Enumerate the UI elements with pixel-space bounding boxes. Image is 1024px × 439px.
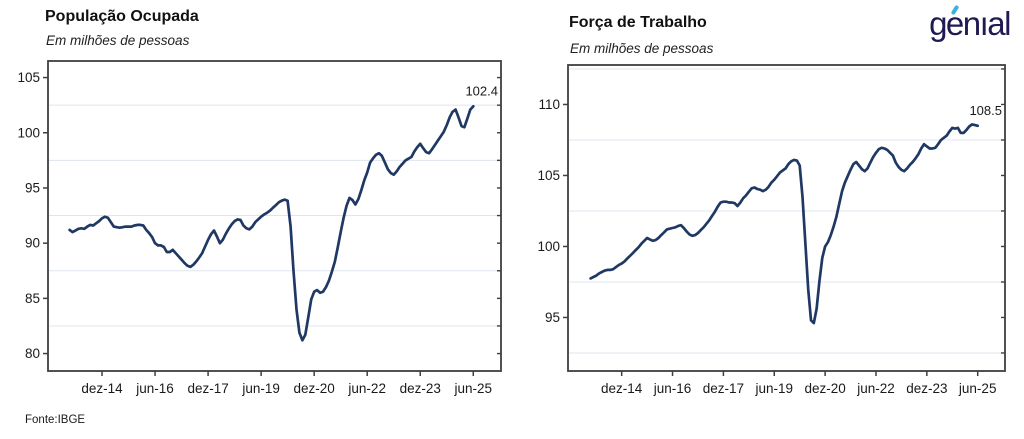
x-axis-label: jun-22 [856, 381, 895, 396]
x-axis-label: dez-20 [804, 381, 845, 396]
plot-frame [47, 60, 502, 372]
x-axis-label: jun-16 [135, 381, 174, 396]
x-axis-label: dez-23 [906, 381, 947, 396]
series-end-label: 108.5 [969, 103, 1002, 118]
chart-subtitle-forca-de-trabalho: Em milhões de pessoas [570, 41, 714, 56]
plot-frame [567, 64, 1006, 372]
y-axis-label: 80 [25, 346, 40, 361]
y-axis-label: 90 [25, 236, 40, 251]
x-axis-label: dez-20 [294, 381, 335, 396]
chart-title-populacao-ocupada: População Ocupada [45, 8, 199, 25]
y-axis-label: 105 [537, 168, 560, 183]
genial-logo-text: genıal [929, 4, 1011, 42]
y-axis-label: 85 [25, 291, 40, 306]
x-axis-label: dez-17 [187, 381, 228, 396]
series-end-label: 102.4 [465, 83, 498, 98]
y-axis-label: 100 [17, 125, 40, 140]
x-axis-label: jun-19 [241, 381, 280, 396]
y-axis-label: 100 [537, 239, 560, 254]
footer-source: Fonte:IBGE [25, 414, 86, 426]
y-axis-label: 110 [538, 97, 560, 112]
x-axis-label: dez-17 [703, 381, 744, 396]
y-axis-label: 105 [17, 70, 40, 85]
x-axis-label: jun-22 [347, 381, 386, 396]
x-axis-label: jun-25 [454, 381, 493, 396]
series-line [68, 104, 475, 342]
x-axis-label: dez-14 [81, 381, 123, 396]
x-axis-label: dez-23 [400, 381, 441, 396]
y-axis-label: 95 [25, 180, 40, 195]
x-axis-label: jun-16 [653, 381, 692, 396]
chart-subtitle-populacao-ocupada: Em milhões de pessoas [46, 33, 190, 48]
chart-title-forca-de-trabalho: Força de Trabalho [569, 14, 707, 31]
y-axis-label: 95 [545, 310, 560, 325]
genial-logo: genıal [929, 2, 1011, 46]
series-line [589, 123, 980, 325]
x-axis-label: jun-19 [754, 381, 793, 396]
x-axis-label: dez-14 [601, 381, 643, 396]
x-axis-label: jun-25 [958, 381, 997, 396]
